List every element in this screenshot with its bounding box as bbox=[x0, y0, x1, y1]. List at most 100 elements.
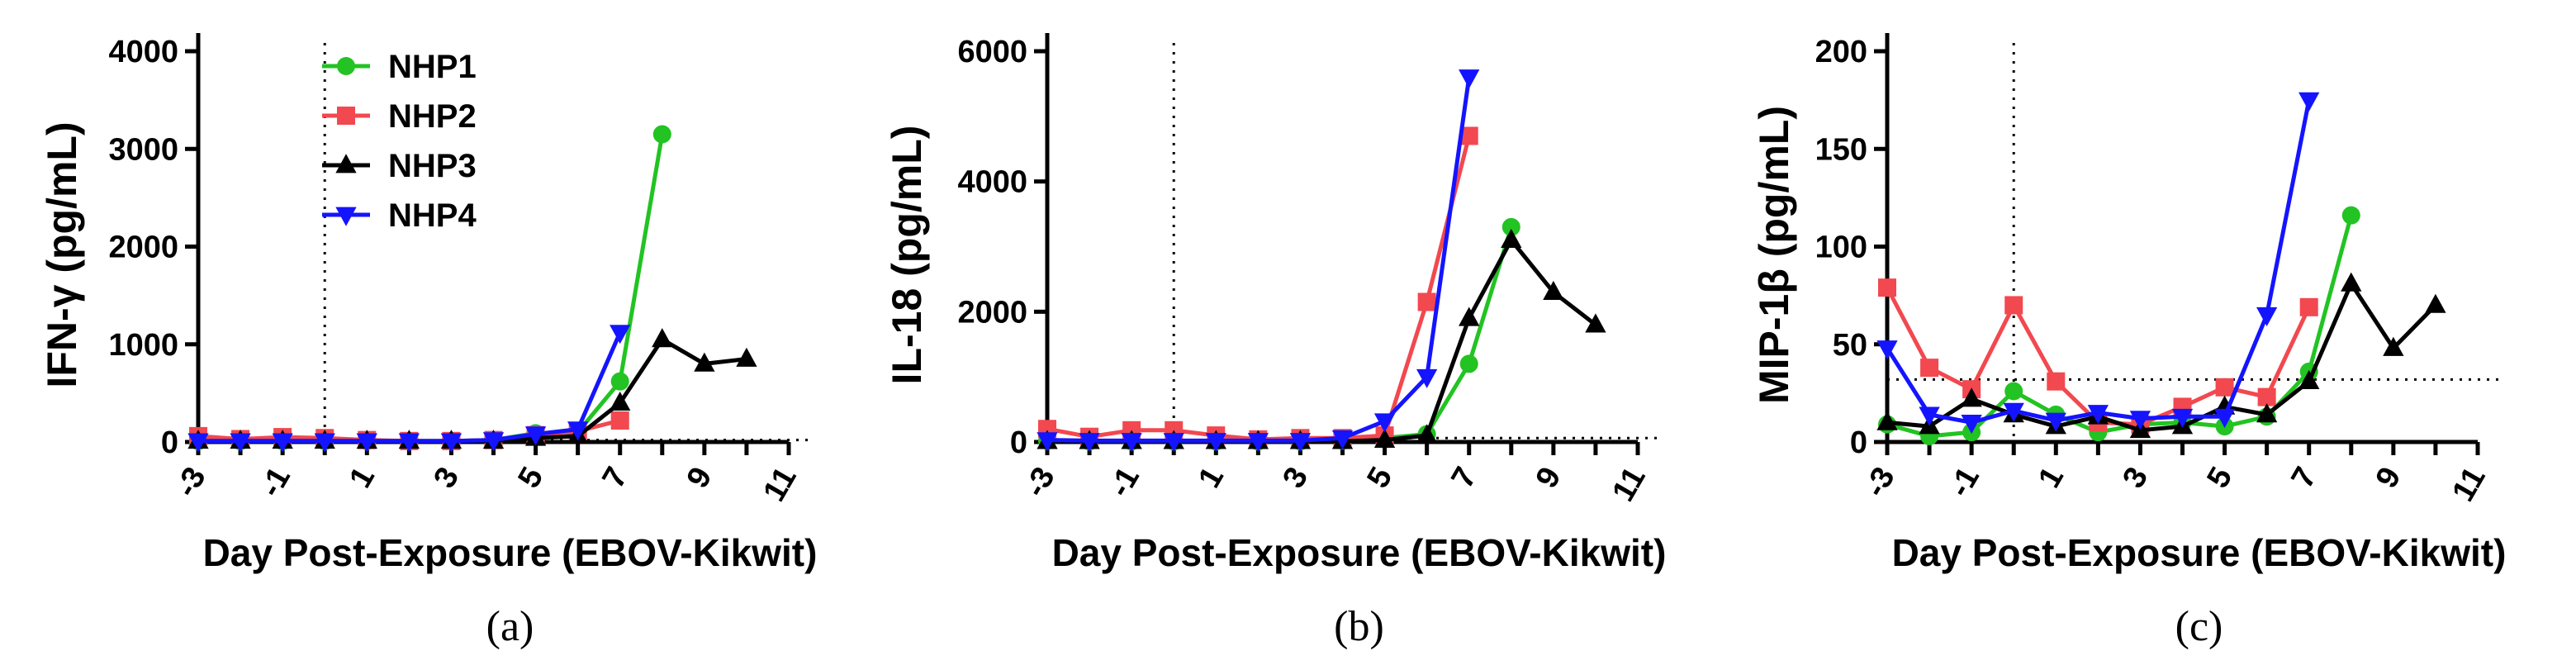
x-tick-label: 7 bbox=[596, 462, 635, 494]
legend-marker bbox=[337, 107, 355, 125]
panel-label: (c) bbox=[2175, 603, 2223, 650]
data-point-nhp4 bbox=[567, 421, 589, 441]
x-tick-label: -3 bbox=[1018, 462, 1062, 503]
y-tick-label: 2000 bbox=[957, 295, 1027, 330]
series-line-nhp4 bbox=[198, 331, 623, 444]
data-point-nhp3 bbox=[1543, 280, 1564, 301]
y-axis-label: IFN-γ (pg/mL) bbox=[39, 121, 85, 387]
x-tick-label: 9 bbox=[2370, 462, 2408, 494]
x-tick-label: 5 bbox=[511, 462, 550, 494]
x-tick-label: -1 bbox=[1103, 462, 1146, 503]
panel-a: 0 1000 2000 3000 4000 -3 -1 1 3 5 7 9 11 IFN-γ (pg/mL… bbox=[39, 33, 817, 650]
data-point-nhp1 bbox=[652, 125, 671, 144]
data-point-nhp4 bbox=[1331, 430, 1354, 450]
y-tick-label: 200 bbox=[1815, 35, 1867, 69]
series-line-nhp2 bbox=[1046, 135, 1472, 442]
data-point-nhp4 bbox=[2003, 402, 2024, 422]
y-tick-label: 2000 bbox=[108, 230, 178, 265]
data-point-nhp4 bbox=[1121, 433, 1142, 453]
y-axis-label: IL-18 (pg/mL) bbox=[884, 126, 930, 385]
data-point-nhp3 bbox=[1585, 313, 1606, 333]
x-tick-label: 1 bbox=[2032, 462, 2071, 494]
series-nhp4 bbox=[1876, 92, 2320, 435]
data-point-nhp4 bbox=[1163, 433, 1184, 453]
data-point-nhp4 bbox=[524, 426, 547, 446]
data-point-nhp4 bbox=[1037, 432, 1058, 452]
data-point-nhp4 bbox=[356, 433, 377, 453]
panel-c: 0 50 100 150 200 -3 -1 1 3 5 7 9 11 MIP-1β (pg/mL) Day… bbox=[1751, 33, 2506, 650]
data-point-nhp1 bbox=[2004, 382, 2023, 401]
x-tick-label: 11 bbox=[2446, 462, 2492, 508]
data-point-nhp4 bbox=[1247, 433, 1269, 453]
series-nhp1 bbox=[1878, 206, 2360, 445]
y-tick-label: 0 bbox=[161, 425, 178, 460]
y-tick-label: 6000 bbox=[957, 35, 1027, 69]
series-line-nhp3 bbox=[198, 337, 747, 444]
data-point-nhp2 bbox=[1878, 278, 1896, 297]
series-line-nhp4 bbox=[1046, 77, 1472, 443]
data-point-nhp4 bbox=[272, 433, 293, 453]
data-point-nhp1 bbox=[610, 372, 629, 391]
data-point-nhp1 bbox=[1459, 354, 1478, 373]
data-point-nhp2 bbox=[2257, 387, 2276, 406]
y-tick-label: 4000 bbox=[957, 165, 1027, 200]
x-tick-label: -1 bbox=[1943, 462, 1986, 503]
x-tick-label: -3 bbox=[169, 462, 213, 503]
data-point-nhp2 bbox=[2215, 378, 2234, 397]
data-point-nhp3 bbox=[652, 328, 673, 348]
data-point-nhp2 bbox=[2299, 297, 2318, 316]
data-point-nhp4 bbox=[610, 325, 631, 345]
x-tick-label: 3 bbox=[427, 462, 466, 494]
series-nhp3 bbox=[1037, 228, 1606, 449]
data-point-nhp4 bbox=[1876, 340, 1898, 360]
y-tick-label: 0 bbox=[1850, 425, 1867, 460]
data-point-nhp3 bbox=[1961, 387, 1982, 407]
legend-label: NHP3 bbox=[388, 148, 477, 184]
data-point-nhp4 bbox=[1079, 433, 1100, 453]
data-point-nhp3 bbox=[1876, 411, 1898, 430]
data-point-nhp4 bbox=[1459, 69, 1480, 89]
x-tick-label: -1 bbox=[254, 462, 297, 503]
data-point-nhp4 bbox=[440, 433, 463, 453]
data-point-nhp3 bbox=[2425, 293, 2446, 313]
x-tick-label: 1 bbox=[343, 462, 382, 494]
x-tick-label: 3 bbox=[2116, 462, 2155, 494]
y-tick-label: 150 bbox=[1815, 132, 1867, 167]
x-tick-label: 5 bbox=[1360, 462, 1399, 494]
series-line-nhp3 bbox=[1047, 238, 1597, 444]
series-line-nhp2 bbox=[1885, 286, 2311, 427]
data-point-nhp4 bbox=[2087, 405, 2109, 425]
panel-label: (a) bbox=[486, 603, 534, 650]
data-point-nhp4 bbox=[2129, 411, 2151, 430]
data-point-nhp4 bbox=[1289, 433, 1312, 453]
x-tick-label: 11 bbox=[1606, 462, 1652, 508]
x-tick-label: -3 bbox=[1858, 462, 1902, 503]
series-nhp3 bbox=[187, 328, 757, 449]
x-axis-label: Day Post-Exposure (EBOV-Kikwit) bbox=[1052, 531, 1667, 574]
data-point-nhp3 bbox=[2383, 336, 2404, 356]
x-tick-label: 1 bbox=[1192, 462, 1231, 494]
data-point-nhp2 bbox=[610, 411, 629, 430]
data-point-nhp2 bbox=[1417, 292, 1436, 311]
x-tick-label: 9 bbox=[1530, 462, 1568, 494]
panel-label: (b) bbox=[1334, 603, 1384, 650]
data-point-nhp4 bbox=[314, 433, 335, 453]
series-nhp1 bbox=[1038, 217, 1520, 451]
data-point-nhp2 bbox=[1920, 359, 1939, 378]
x-tick-label: 11 bbox=[757, 462, 803, 508]
x-tick-label: 7 bbox=[2285, 462, 2324, 494]
x-tick-label: 9 bbox=[681, 462, 719, 494]
data-point-nhp3 bbox=[694, 352, 715, 372]
data-point-nhp3 bbox=[1459, 306, 1480, 326]
series-nhp4 bbox=[1037, 69, 1480, 453]
data-point-nhp3 bbox=[2298, 369, 2320, 390]
x-tick-label: 5 bbox=[2200, 462, 2239, 494]
data-point-nhp4 bbox=[1373, 413, 1396, 433]
legend-label: NHP4 bbox=[388, 197, 477, 234]
data-point-nhp4 bbox=[187, 433, 209, 453]
x-axis-label: Day Post-Exposure (EBOV-Kikwit) bbox=[203, 531, 818, 574]
data-point-nhp3 bbox=[736, 347, 757, 367]
y-axis-label: MIP-1β (pg/mL) bbox=[1751, 106, 1797, 404]
legend-label: NHP2 bbox=[388, 98, 477, 135]
x-axis-label: Day Post-Exposure (EBOV-Kikwit) bbox=[1892, 531, 2507, 574]
